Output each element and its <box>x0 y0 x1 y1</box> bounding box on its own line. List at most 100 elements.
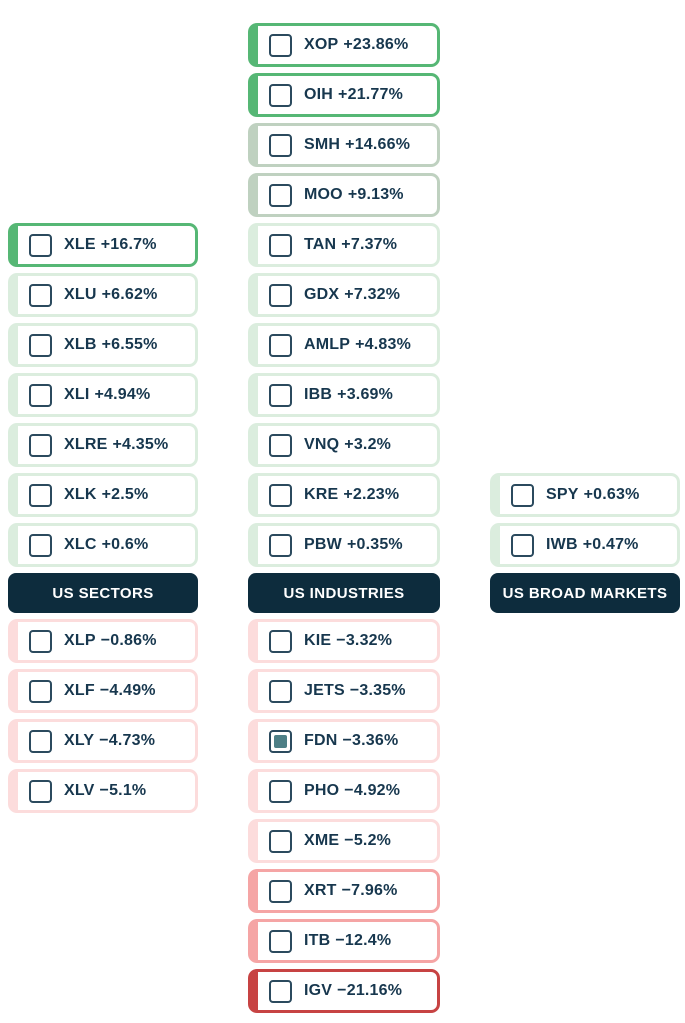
checkbox[interactable] <box>269 929 292 953</box>
checkbox[interactable] <box>269 383 292 407</box>
checkbox[interactable] <box>29 533 52 557</box>
checkbox[interactable] <box>29 283 52 307</box>
checkbox[interactable] <box>269 133 292 157</box>
etf-pill-kre[interactable]: KRE +2.23% <box>248 473 440 517</box>
etf-change: −3.36% <box>342 732 399 749</box>
etf-pill-itb[interactable]: ITB −12.4% <box>248 919 440 963</box>
checkbox[interactable] <box>269 779 292 803</box>
checkbox[interactable] <box>269 483 292 507</box>
etf-ticker: PBW <box>304 536 342 553</box>
etf-pill-pbw[interactable]: PBW +0.35% <box>248 523 440 567</box>
etf-pill-xly[interactable]: XLY −4.73% <box>8 719 198 763</box>
checkbox[interactable] <box>269 83 292 107</box>
etf-label: PBW +0.35% <box>304 536 403 554</box>
etf-pill-xlc[interactable]: XLC +0.6% <box>8 523 198 567</box>
checkbox[interactable] <box>269 233 292 257</box>
checkbox[interactable] <box>269 283 292 307</box>
checkbox[interactable] <box>511 533 534 557</box>
checkbox[interactable] <box>29 433 52 457</box>
etf-pill-gdx[interactable]: GDX +7.32% <box>248 273 440 317</box>
etf-label: KIE −3.32% <box>304 632 392 650</box>
etf-pill-oih[interactable]: OIH +21.77% <box>248 73 440 117</box>
etf-pill-xme[interactable]: XME −5.2% <box>248 819 440 863</box>
etf-pill-xop[interactable]: XOP +23.86% <box>248 23 440 67</box>
checkbox[interactable] <box>269 879 292 903</box>
etf-ticker: GDX <box>304 286 340 303</box>
etf-pill-xlre[interactable]: XLRE +4.35% <box>8 423 198 467</box>
etf-pill-spy[interactable]: SPY +0.63% <box>490 473 680 517</box>
etf-pill-moo[interactable]: MOO +9.13% <box>248 173 440 217</box>
etf-change: −0.86% <box>100 632 157 649</box>
etf-change: −4.92% <box>344 782 401 799</box>
checkbox[interactable] <box>29 729 52 753</box>
etf-change: +4.35% <box>112 436 169 453</box>
etf-label: XLK +2.5% <box>64 486 148 504</box>
etf-pill-xle[interactable]: XLE +16.7% <box>8 223 198 267</box>
etf-ticker: OIH <box>304 86 334 103</box>
etf-pill-tan[interactable]: TAN +7.37% <box>248 223 440 267</box>
etf-label: XLE +16.7% <box>64 236 157 254</box>
etf-change: −5.2% <box>344 832 392 849</box>
column-header-us-industries: US INDUSTRIES <box>248 573 440 613</box>
etf-label: IGV −21.16% <box>304 982 402 1000</box>
etf-label: XOP +23.86% <box>304 36 408 54</box>
etf-label: ITB −12.4% <box>304 932 391 950</box>
etf-pill-ibb[interactable]: IBB +3.69% <box>248 373 440 417</box>
checkbox[interactable] <box>29 333 52 357</box>
checkbox[interactable] <box>269 533 292 557</box>
etf-label: PHO −4.92% <box>304 782 400 800</box>
checkbox[interactable] <box>29 233 52 257</box>
checkbox[interactable] <box>29 779 52 803</box>
etf-pill-jets[interactable]: JETS −3.35% <box>248 669 440 713</box>
etf-label: XLC +0.6% <box>64 536 148 554</box>
etf-pill-kie[interactable]: KIE −3.32% <box>248 619 440 663</box>
etf-change: +2.5% <box>101 486 149 503</box>
etf-pill-xlu[interactable]: XLU +6.62% <box>8 273 198 317</box>
etf-ticker: ITB <box>304 932 331 949</box>
etf-change: +4.94% <box>94 386 151 403</box>
etf-pill-xlf[interactable]: XLF −4.49% <box>8 669 198 713</box>
etf-label: MOO +9.13% <box>304 186 404 204</box>
checkbox[interactable] <box>511 483 534 507</box>
etf-pill-iwb[interactable]: IWB +0.47% <box>490 523 680 567</box>
checkbox[interactable] <box>269 979 292 1003</box>
etf-ticker: XLC <box>64 536 97 553</box>
etf-pill-amlp[interactable]: AMLP +4.83% <box>248 323 440 367</box>
column-header-us-broad-markets: US BROAD MARKETS <box>490 573 680 613</box>
etf-ticker: XME <box>304 832 340 849</box>
etf-pill-xlv[interactable]: XLV −5.1% <box>8 769 198 813</box>
etf-pill-igv[interactable]: IGV −21.16% <box>248 969 440 1013</box>
etf-pill-xlp[interactable]: XLP −0.86% <box>8 619 198 663</box>
checkbox[interactable] <box>29 629 52 653</box>
checkbox[interactable] <box>269 433 292 457</box>
etf-pill-xrt[interactable]: XRT −7.96% <box>248 869 440 913</box>
etf-ticker: KRE <box>304 486 339 503</box>
etf-label: IWB +0.47% <box>546 536 639 554</box>
checkbox[interactable] <box>29 483 52 507</box>
checkbox[interactable] <box>269 183 292 207</box>
etf-pill-xli[interactable]: XLI +4.94% <box>8 373 198 417</box>
etf-change: +14.66% <box>345 136 411 153</box>
etf-label: XRT −7.96% <box>304 882 398 900</box>
checkbox[interactable] <box>269 33 292 57</box>
checkbox[interactable] <box>29 383 52 407</box>
etf-change: +7.32% <box>344 286 401 303</box>
checkbox[interactable] <box>269 679 292 703</box>
etf-ticker: SPY <box>546 486 579 503</box>
etf-ticker: XLF <box>64 682 95 699</box>
etf-label: JETS −3.35% <box>304 682 406 700</box>
etf-pill-xlb[interactable]: XLB +6.55% <box>8 323 198 367</box>
checkbox[interactable] <box>269 729 292 753</box>
etf-pill-pho[interactable]: PHO −4.92% <box>248 769 440 813</box>
etf-ticker: XLY <box>64 732 95 749</box>
column-header-us-sectors: US SECTORS <box>8 573 198 613</box>
checkbox[interactable] <box>269 829 292 853</box>
checkbox[interactable] <box>29 679 52 703</box>
etf-pill-smh[interactable]: SMH +14.66% <box>248 123 440 167</box>
etf-change: +0.6% <box>101 536 149 553</box>
etf-pill-xlk[interactable]: XLK +2.5% <box>8 473 198 517</box>
checkbox[interactable] <box>269 629 292 653</box>
etf-pill-vnq[interactable]: VNQ +3.2% <box>248 423 440 467</box>
etf-pill-fdn[interactable]: FDN −3.36% <box>248 719 440 763</box>
checkbox[interactable] <box>269 333 292 357</box>
